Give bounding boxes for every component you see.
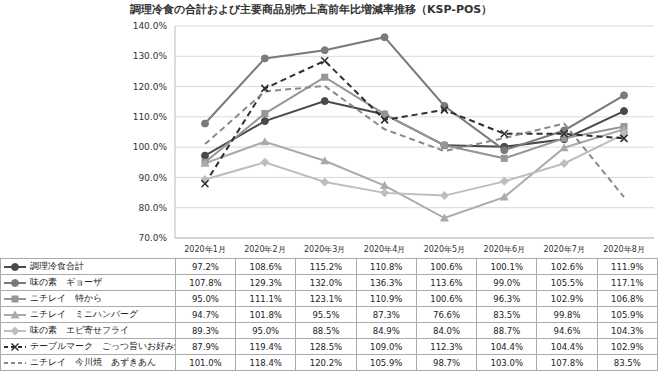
html-text:96.3%: 96.3% [493, 293, 521, 304]
html-text:101.0%: 101.0% [189, 357, 222, 368]
html-text:102.9%: 102.9% [550, 293, 584, 304]
html-text:102.6%: 102.6% [550, 261, 584, 272]
html-text:87.3%: 87.3% [372, 309, 400, 320]
html-text:107.8%: 107.8% [189, 277, 222, 288]
html-text:99.8%: 99.8% [553, 309, 581, 320]
html-text:118.4%: 118.4% [249, 357, 282, 368]
html-text:95.0%: 95.0% [191, 293, 219, 304]
html-text:111.1%: 111.1% [249, 293, 282, 304]
html-text:132.0%: 132.0% [309, 277, 343, 288]
svg-text:2020年2月: 2020年2月 [244, 245, 285, 254]
html-text:110.8%: 110.8% [370, 261, 403, 272]
html-text:83.5%: 83.5% [613, 357, 641, 368]
html-text:111.9%: 111.9% [611, 261, 644, 272]
html-text:97.2%: 97.2% [191, 261, 219, 272]
html-text:88.7%: 88.7% [493, 325, 521, 336]
html-text:105.9%: 105.9% [370, 357, 403, 368]
html-text:117.1%: 117.1% [611, 277, 644, 288]
html-text:87.9%: 87.9% [191, 341, 219, 352]
html-text:107.8%: 107.8% [550, 357, 584, 368]
html-text:84.0%: 84.0% [433, 325, 460, 336]
html-text:94.6%: 94.6% [553, 325, 581, 336]
html-text:113.6%: 113.6% [430, 277, 463, 288]
html-text:105.5%: 105.5% [550, 277, 584, 288]
html-text:104.3%: 104.3% [611, 325, 644, 336]
html-text:100.6%: 100.6% [430, 261, 463, 272]
html-text:94.7%: 94.7% [191, 309, 219, 320]
html-text:83.5%: 83.5% [493, 309, 521, 320]
svg-text:2020年6月: 2020年6月 [484, 245, 525, 254]
html-text:108.6%: 108.6% [249, 261, 282, 272]
html-text:84.9%: 84.9% [372, 325, 400, 336]
svg-text:110.0%: 110.0% [133, 112, 168, 122]
html-text:調理冷食の合計および主要商品別売上高前年比増減率推移（KSP: 調理冷食の合計および主要商品別売上高前年比増減率推移（KSP-POS） [130, 3, 493, 16]
html-text:123.1%: 123.1% [309, 293, 343, 304]
html-text:調理冷食合計: 調理冷食合計 [30, 260, 84, 271]
html-text:88.5%: 88.5% [312, 325, 340, 336]
svg-text:140.0%: 140.0% [133, 21, 168, 31]
svg-text:90.0%: 90.0% [138, 173, 167, 183]
svg-text:2020年8月: 2020年8月 [603, 245, 644, 254]
html-text:103.0%: 103.0% [490, 357, 523, 368]
html-text:89.3%: 89.3% [191, 325, 219, 336]
html-text:味の素 エビ寄せフライ: 味の素 エビ寄せフライ [30, 324, 129, 335]
html-text:99.0%: 99.0% [493, 277, 521, 288]
html-text:ニチレイ ミニハンバーグ: ニチレイ ミニハンバーグ [30, 308, 138, 319]
html-text:102.9%: 102.9% [611, 341, 644, 352]
html-text:ニチレイ 今川焼 あずきあん: ニチレイ 今川焼 あずきあん [30, 356, 156, 367]
html-text:100.6%: 100.6% [430, 293, 463, 304]
svg-text:130.0%: 130.0% [133, 51, 168, 61]
html-text:128.5%: 128.5% [309, 341, 343, 352]
svg-text:2020年7月: 2020年7月 [543, 245, 584, 254]
html-text:95.5%: 95.5% [312, 309, 340, 320]
html-text:76.6%: 76.6% [433, 309, 460, 320]
html-text:115.2%: 115.2% [309, 261, 343, 272]
html-text:110.9%: 110.9% [370, 293, 403, 304]
html-text:101.8%: 101.8% [249, 309, 282, 320]
html-text:100.1%: 100.1% [490, 261, 523, 272]
svg-text:100.0%: 100.0% [133, 142, 168, 152]
svg-text:2020年4月: 2020年4月 [364, 245, 405, 254]
svg-text:80.0%: 80.0% [138, 203, 167, 213]
html-text:ニチレイ 特から: ニチレイ 特から [30, 292, 102, 303]
html-text:129.3%: 129.3% [249, 277, 282, 288]
html-text:味の素 ギョーザ: 味の素 ギョーザ [30, 276, 102, 287]
html-text:112.3%: 112.3% [430, 341, 463, 352]
html-text:119.4%: 119.4% [249, 341, 282, 352]
svg-text:2020年1月: 2020年1月 [184, 245, 225, 254]
html-text:98.7%: 98.7% [433, 357, 460, 368]
svg-text:120.0%: 120.0% [133, 82, 168, 92]
svg-text:2020年5月: 2020年5月 [424, 245, 465, 254]
html-text:104.4%: 104.4% [490, 341, 523, 352]
html-text:120.2%: 120.2% [309, 357, 343, 368]
html-text:105.9%: 105.9% [611, 309, 644, 320]
svg-text:2020年3月: 2020年3月 [304, 245, 345, 254]
html-text:109.0%: 109.0% [370, 341, 403, 352]
html-text:95.0%: 95.0% [252, 325, 280, 336]
html-text:136.3%: 136.3% [370, 277, 403, 288]
html-text:106.8%: 106.8% [611, 293, 644, 304]
svg-text:70.0%: 70.0% [138, 233, 167, 243]
html-text:104.4%: 104.4% [550, 341, 584, 352]
